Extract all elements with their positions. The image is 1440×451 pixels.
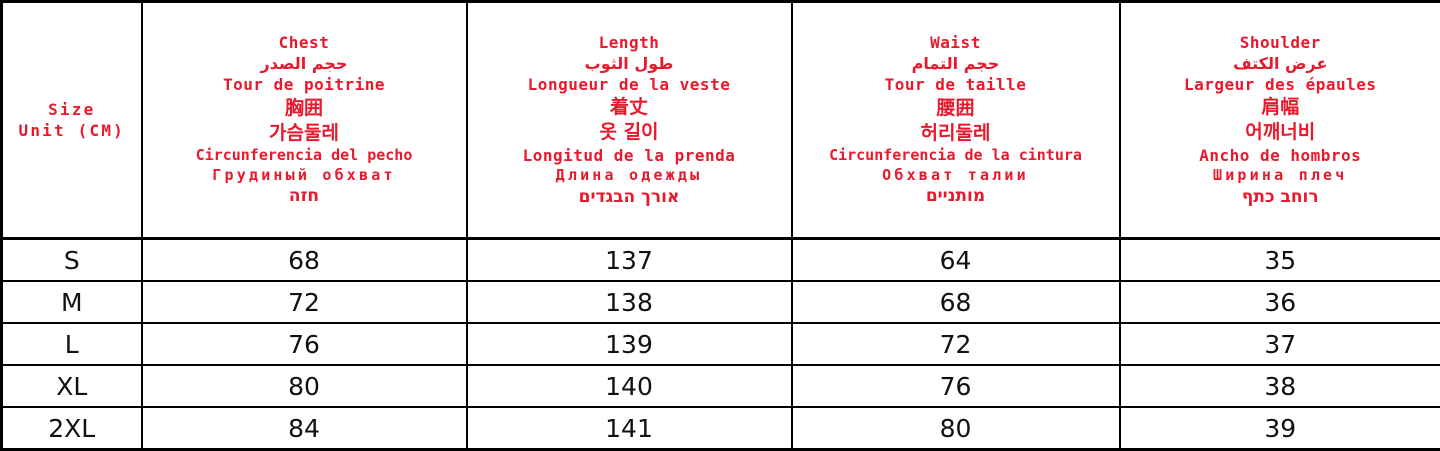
cell-length: 138 bbox=[467, 281, 792, 323]
header-label-chest-hebrew-7: חזה bbox=[289, 185, 319, 207]
header-label-chest-cjk-3: 胸囲 bbox=[285, 96, 323, 121]
header-label-length-cyrillic-6: Длина одежды bbox=[556, 166, 703, 186]
header-label-shoulder-cyrillic-6: Ширина плеч bbox=[1213, 166, 1348, 186]
header-label-waist-arabic-1: حجم التمام bbox=[912, 53, 1000, 74]
header-label-shoulder-arabic-1: عرض الكتف bbox=[1233, 53, 1327, 74]
header-label-length-hebrew-7: אורך הבגדים bbox=[579, 186, 680, 208]
cell-shoulder: 36 bbox=[1120, 281, 1440, 323]
cell-waist: 76 bbox=[792, 365, 1120, 407]
cell-waist: 80 bbox=[792, 407, 1120, 450]
cell-shoulder: 35 bbox=[1120, 239, 1440, 282]
header-label-chest-latin-2: Tour de poitrine bbox=[223, 74, 385, 95]
header-label-waist-latin-0: Waist bbox=[930, 32, 981, 53]
header-label-length-latin-2: Longueur de la veste bbox=[528, 74, 731, 95]
header-label-length-cjk-3: 着丈 bbox=[610, 95, 648, 120]
cell-chest: 80 bbox=[142, 365, 467, 407]
cell-length: 140 bbox=[467, 365, 792, 407]
size-label: Size bbox=[48, 99, 95, 120]
header-label-length-latin-0: Length bbox=[599, 32, 660, 53]
header-label-waist-cjk-3: 腰囲 bbox=[936, 96, 974, 121]
header-label-shoulder-latin-5: Ancho de hombros bbox=[1199, 145, 1361, 166]
header-label-waist-latin-2: Tour de taille bbox=[885, 74, 1027, 95]
header-label-shoulder-hebrew-7: רוחב כתף bbox=[1242, 186, 1319, 208]
cell-shoulder: 39 bbox=[1120, 407, 1440, 450]
header-label-length-arabic-1: طول الثوب bbox=[585, 53, 674, 74]
cell-size: 2XL bbox=[2, 407, 142, 450]
cell-size: XL bbox=[2, 365, 142, 407]
cell-chest: 76 bbox=[142, 323, 467, 365]
header-label-length-cjk-4: 옷 길이 bbox=[599, 120, 658, 145]
cell-waist: 68 bbox=[792, 281, 1120, 323]
cell-length: 141 bbox=[467, 407, 792, 450]
header-label-chest-latin-0: Chest bbox=[279, 32, 330, 53]
header-label-chest-arabic-1: حجم الصدر bbox=[261, 53, 348, 74]
unit-label: Unit (CM) bbox=[19, 120, 126, 141]
header-label-waist-cjk-4: 허리둘레 bbox=[921, 121, 991, 146]
cell-waist: 64 bbox=[792, 239, 1120, 282]
header-label-shoulder-latin-0: Shoulder bbox=[1240, 32, 1321, 53]
header-label-chest-cjk-4: 가슴둘레 bbox=[269, 121, 339, 146]
cell-size: M bbox=[2, 281, 142, 323]
header-label-shoulder-cjk-4: 어깨너비 bbox=[1245, 120, 1315, 145]
header-label-shoulder-latin-2: Largeur des épaules bbox=[1184, 74, 1377, 95]
header-label-length-latin-5: Longitud de la prenda bbox=[523, 145, 736, 166]
cell-waist: 72 bbox=[792, 323, 1120, 365]
cell-size: S bbox=[2, 239, 142, 282]
cell-chest: 68 bbox=[142, 239, 467, 282]
header-label-waist-latin-5: Circunferencia de la cintura bbox=[829, 146, 1082, 166]
header-label-chest-cyrillic-6: Грудиный обхват bbox=[212, 166, 395, 186]
header-label-chest-latin-5: Circunferencia del pecho bbox=[196, 146, 413, 166]
cell-shoulder: 38 bbox=[1120, 365, 1440, 407]
cell-length: 137 bbox=[467, 239, 792, 282]
cell-size: L bbox=[2, 323, 142, 365]
cell-shoulder: 37 bbox=[1120, 323, 1440, 365]
cell-chest: 84 bbox=[142, 407, 467, 450]
header-label-waist-cyrillic-6: Обхват талии bbox=[882, 166, 1029, 186]
header-label-shoulder-cjk-3: 肩幅 bbox=[1261, 95, 1299, 120]
cell-length: 139 bbox=[467, 323, 792, 365]
header-label-waist-hebrew-7: מותניים bbox=[926, 185, 985, 207]
cell-chest: 72 bbox=[142, 281, 467, 323]
